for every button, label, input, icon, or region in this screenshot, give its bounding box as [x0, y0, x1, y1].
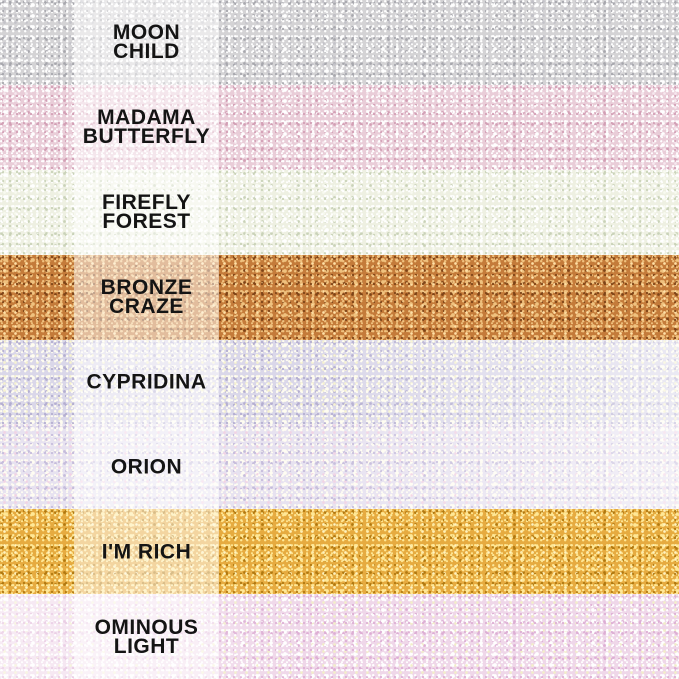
- label-highlight-band: [74, 254, 219, 340]
- label-highlight-band: [74, 594, 219, 679]
- label-highlight-band: [74, 509, 219, 595]
- swatch-label-moon-child: MOON CHILD: [112, 21, 181, 64]
- swatch-row-bronze-craze: BRONZE CRAZE: [0, 254, 679, 340]
- label-highlight-band: [74, 339, 219, 425]
- label-highlight-band: [74, 84, 219, 170]
- label-highlight-band: [74, 0, 219, 85]
- swatch-label-im-rich: I'M RICH: [101, 540, 192, 564]
- swatch-row-im-rich: I'M RICH: [0, 509, 679, 595]
- label-highlight-band: [74, 169, 219, 255]
- swatch-label-madama-butterfly: MADAMA BUTTERFLY: [82, 106, 211, 149]
- swatch-row-moon-child: MOON CHILD: [0, 0, 679, 85]
- swatch-row-firefly-forest: FIREFLY FOREST: [0, 169, 679, 255]
- swatch-label-cypridina: CYPRIDINA: [86, 370, 207, 394]
- swatch-row-madama-butterfly: MADAMA BUTTERFLY: [0, 84, 679, 170]
- swatch-label-ominous-light: OMINOUS LIGHT: [94, 615, 199, 658]
- swatch-row-cypridina: CYPRIDINA: [0, 339, 679, 425]
- swatch-row-orion: ORION: [0, 424, 679, 510]
- swatch-label-firefly-forest: FIREFLY FOREST: [101, 191, 192, 234]
- label-highlight-band: [74, 424, 219, 510]
- swatch-row-ominous-light: OMINOUS LIGHT: [0, 594, 679, 679]
- swatch-label-bronze-craze: BRONZE CRAZE: [100, 276, 193, 319]
- swatch-label-orion: ORION: [110, 455, 183, 479]
